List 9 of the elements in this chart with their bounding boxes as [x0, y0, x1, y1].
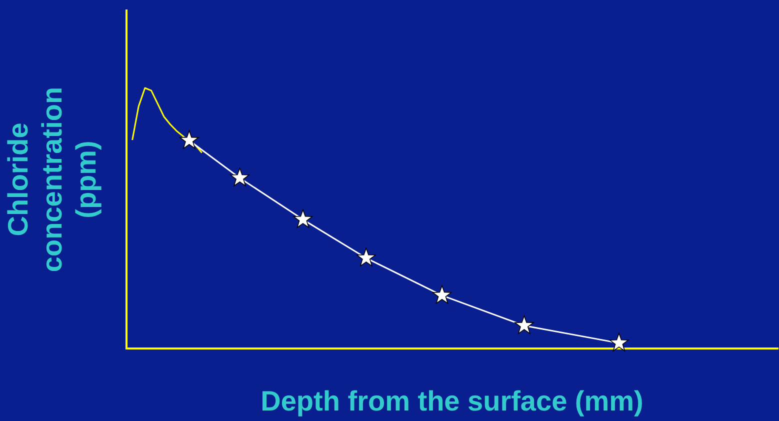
point [609, 332, 629, 352]
point [293, 209, 313, 228]
y-axis-title: Chloride concentration (ppm) [2, 86, 102, 272]
point [356, 248, 376, 266]
point [230, 168, 250, 186]
point [514, 315, 534, 334]
x-axis-title: Depth from the surface (mm) [260, 386, 644, 416]
point [432, 285, 452, 304]
point [180, 130, 199, 149]
